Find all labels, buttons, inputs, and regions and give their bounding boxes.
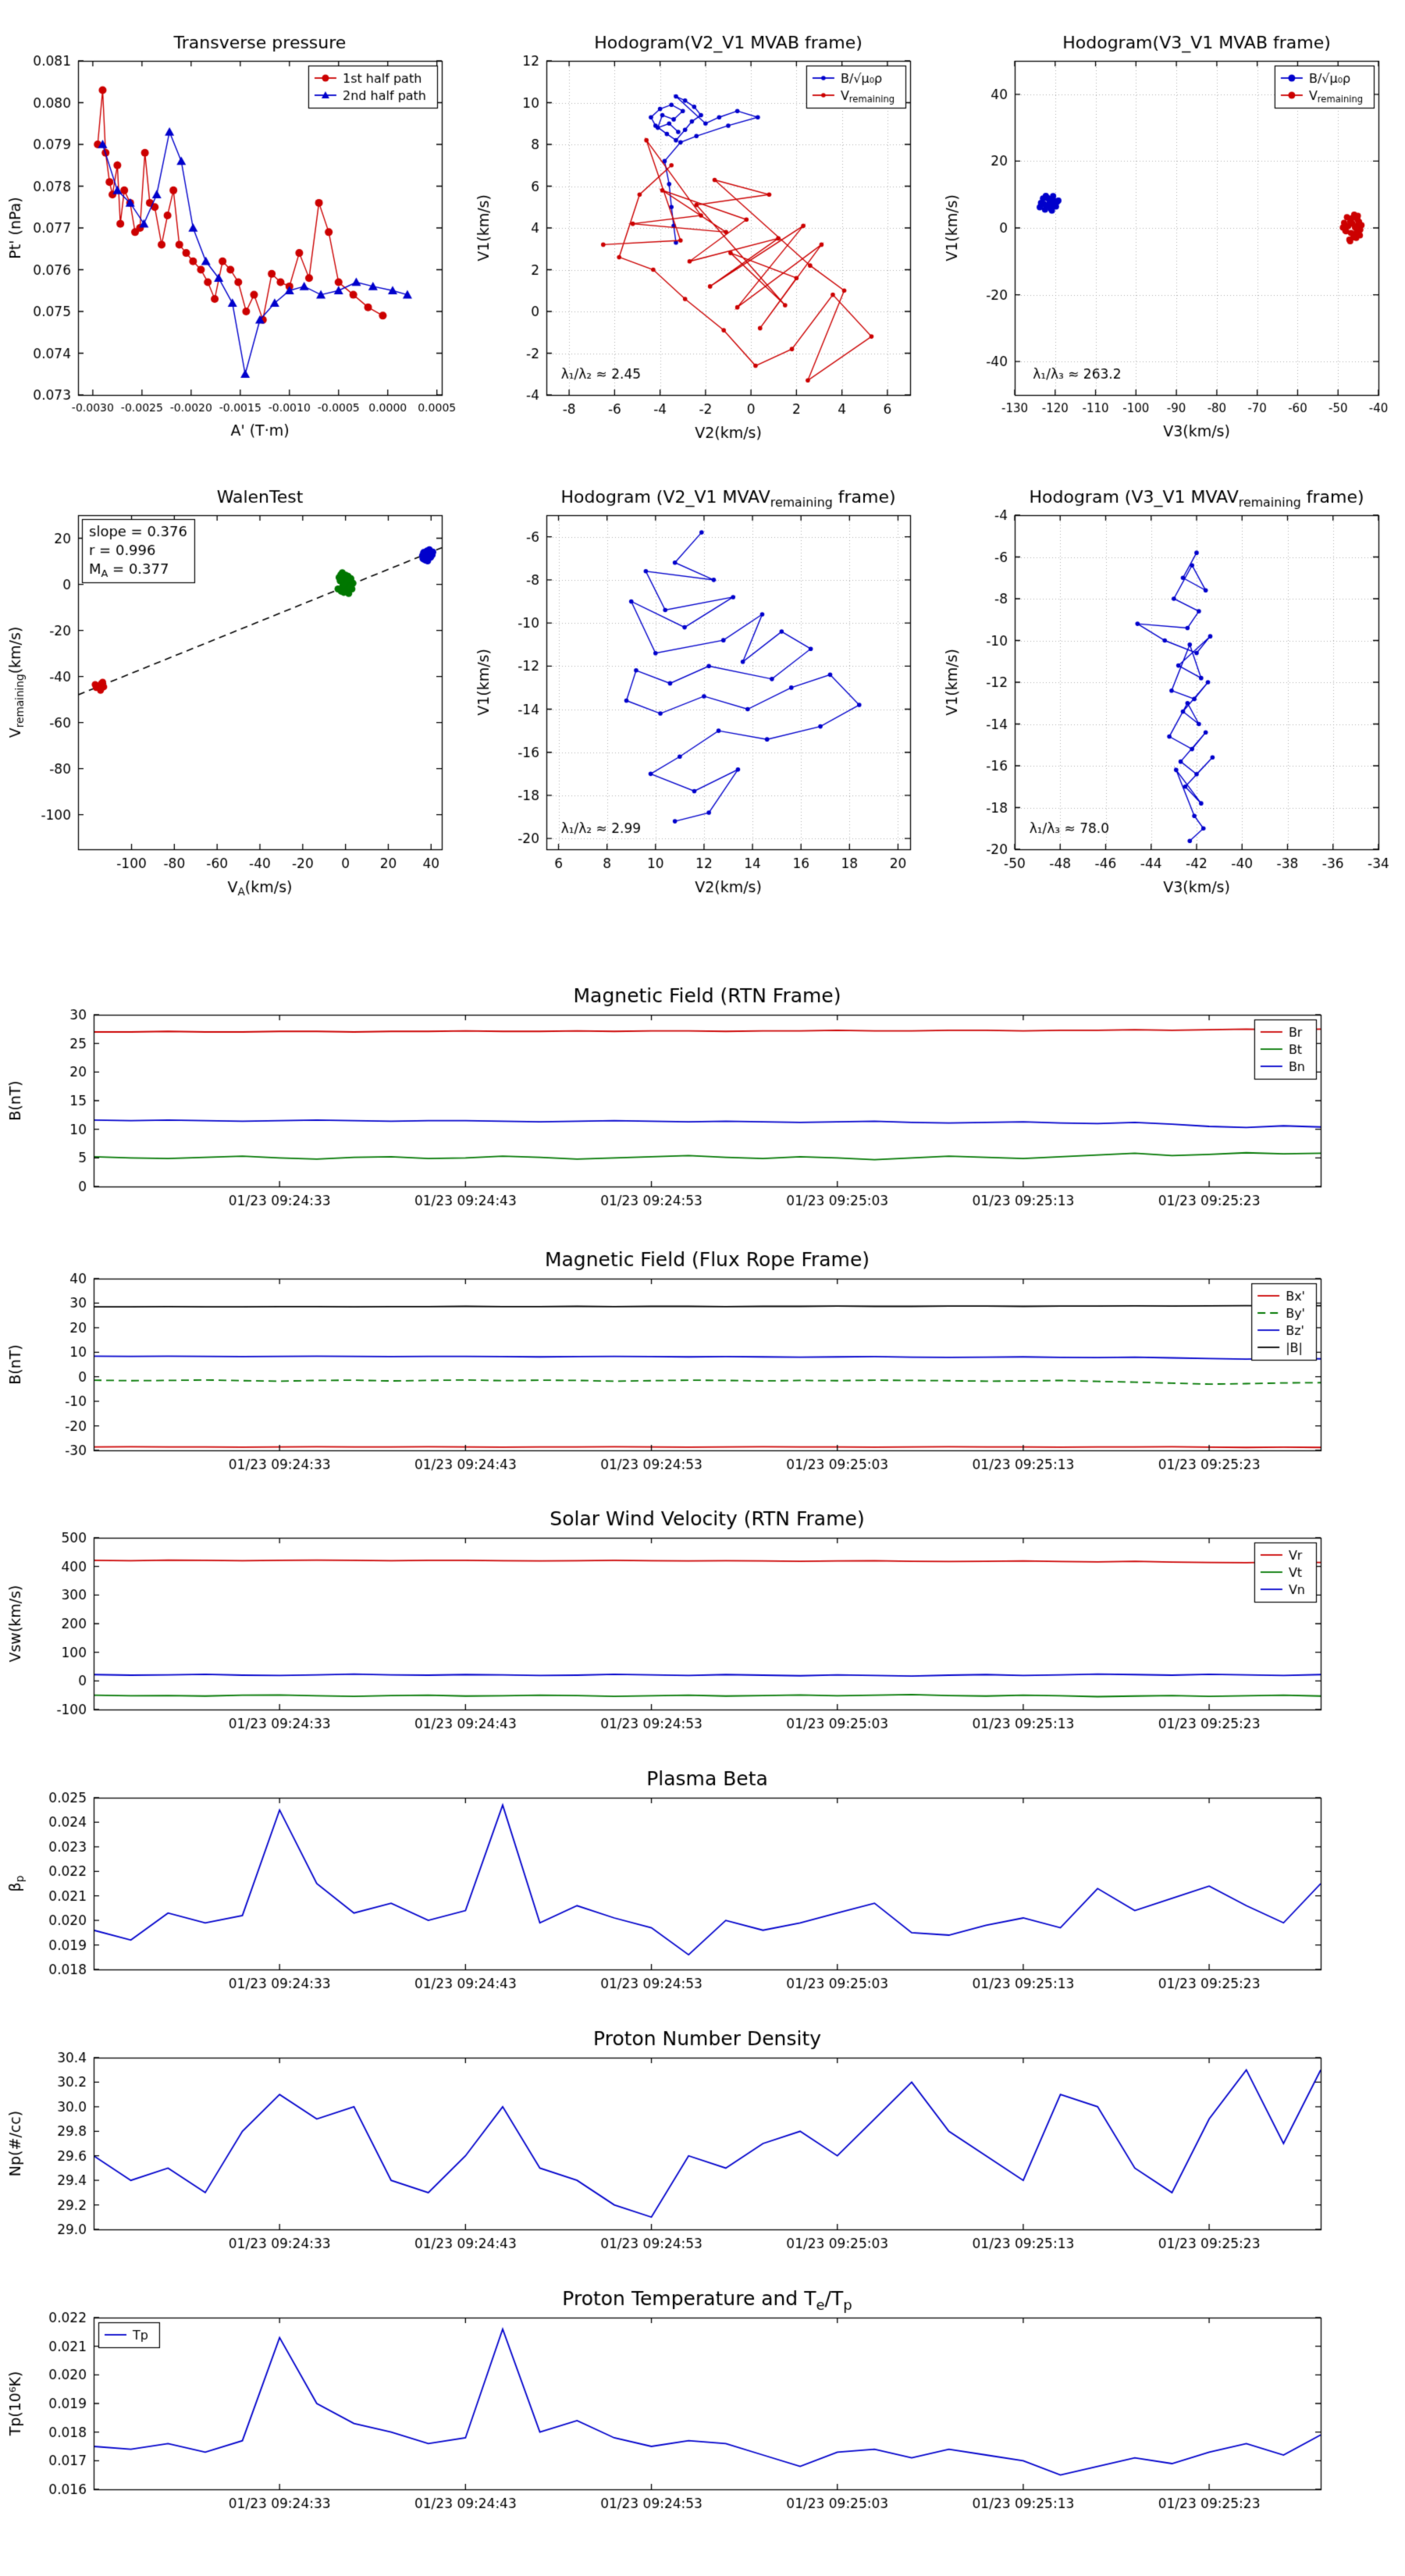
chart-solar-wind-velocity [0,1499,1405,1752]
chart-walen-test [0,468,468,913]
chart-magnetic-field-rtn [0,976,1405,1229]
chart-magnetic-field-flux-rope [0,1240,1405,1493]
chart-proton-number-density [0,2019,1405,2272]
chart-hodogram-v3v1-mvav [937,468,1405,913]
chart-proton-temperature [0,2279,1405,2532]
chart-hodogram-v2v1-mvav [468,468,937,913]
chart-transverse-pressure [0,14,468,459]
chart-hodogram-v2v1-mvab [468,14,937,459]
chart-hodogram-v3v1-mvab [937,14,1405,459]
chart-plasma-beta [0,1759,1405,2012]
